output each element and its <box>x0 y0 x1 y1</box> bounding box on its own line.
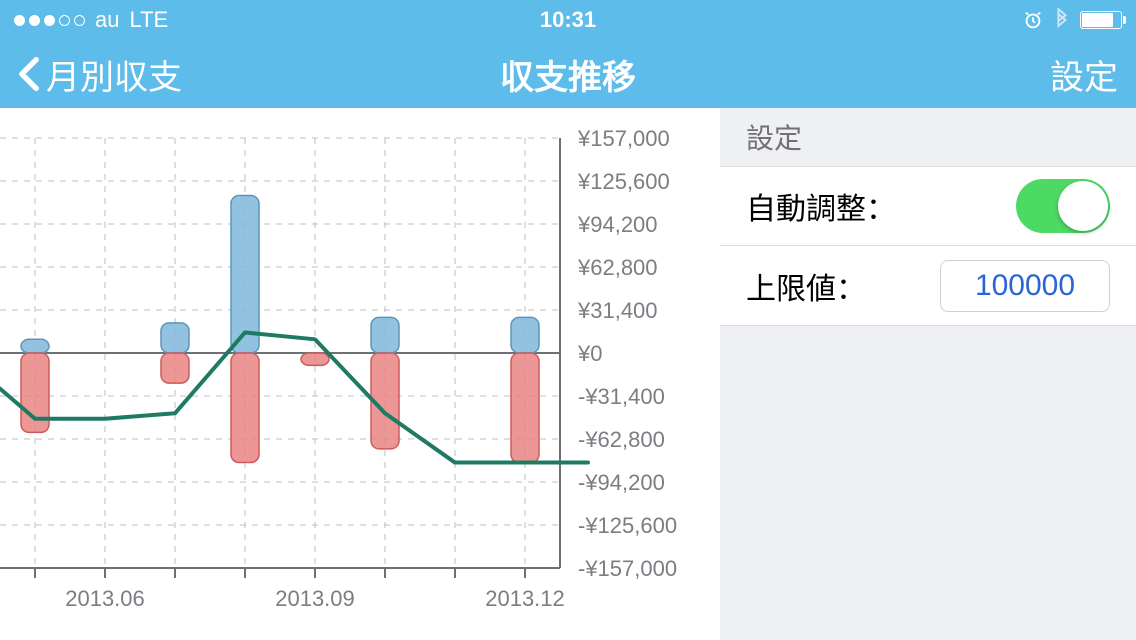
network-label: LTE <box>129 7 168 33</box>
status-bar: au LTE 10:31 <box>0 0 1136 40</box>
balance-chart[interactable]: ¥157,000 ¥125,600 ¥94,200 ¥62,800 ¥31,400 ¥0 -… <box>0 108 720 640</box>
alarm-icon <box>1022 9 1044 31</box>
settings-panel: 設定 自動調整： 上限値： 100000 <box>720 108 1136 640</box>
settings-panel-header: 設定 <box>720 108 1136 166</box>
auto-adjust-label: 自動調整： <box>746 184 1016 228</box>
status-right <box>1022 8 1122 32</box>
clock-label: 10:31 <box>540 7 596 33</box>
svg-text:2013.06: 2013.06 <box>65 586 145 611</box>
bluetooth-icon <box>1054 8 1070 32</box>
svg-text:-¥94,200: -¥94,200 <box>578 470 665 495</box>
svg-text:-¥157,000: -¥157,000 <box>578 556 677 581</box>
upper-limit-label: 上限値： <box>746 264 940 308</box>
carrier-label: au <box>95 7 119 33</box>
page-title: 収支推移 <box>500 50 636 99</box>
nav-bar: 月別収支 収支推移 設定 <box>0 40 1136 108</box>
svg-text:-¥125,600: -¥125,600 <box>578 513 677 538</box>
battery-icon <box>1080 11 1122 29</box>
status-left: au LTE <box>14 7 168 33</box>
upper-limit-input[interactable]: 100000 <box>940 260 1110 312</box>
back-label: 月別収支 <box>46 50 182 99</box>
svg-text:¥125,600: ¥125,600 <box>577 169 670 194</box>
chart-canvas: ¥157,000 ¥125,600 ¥94,200 ¥62,800 ¥31,400 ¥0 -… <box>0 108 720 640</box>
toggle-knob <box>1058 181 1108 231</box>
back-button[interactable]: 月別収支 <box>18 50 182 99</box>
svg-text:2013.09: 2013.09 <box>275 586 355 611</box>
content-area: ¥157,000 ¥125,600 ¥94,200 ¥62,800 ¥31,400 ¥0 -… <box>0 108 1136 640</box>
svg-text:¥31,400: ¥31,400 <box>577 298 658 323</box>
svg-text:¥0: ¥0 <box>577 341 602 366</box>
chevron-left-icon <box>18 56 40 92</box>
settings-button[interactable]: 設定 <box>1050 50 1118 99</box>
upper-limit-row: 上限値： 100000 <box>720 246 1136 326</box>
svg-text:¥62,800: ¥62,800 <box>577 255 658 280</box>
svg-text:-¥31,400: -¥31,400 <box>578 384 665 409</box>
svg-text:-¥62,800: -¥62,800 <box>578 427 665 452</box>
svg-text:¥94,200: ¥94,200 <box>577 212 658 237</box>
signal-strength-icon <box>14 15 85 26</box>
svg-text:2013.12: 2013.12 <box>485 586 565 611</box>
svg-text:¥157,000: ¥157,000 <box>577 126 670 151</box>
auto-adjust-row: 自動調整： <box>720 166 1136 246</box>
auto-adjust-toggle[interactable] <box>1016 179 1110 233</box>
